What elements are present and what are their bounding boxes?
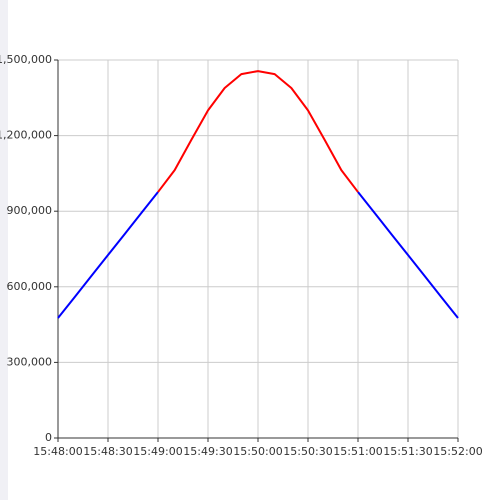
y-tick-label: 900,000 [7,204,53,217]
y-tick-label: 0 [45,431,52,444]
y-tick-label: 1,200,000 [0,129,52,142]
y-tick-label: 1,500,000 [0,53,52,66]
line-series [157,70,359,193]
side-strip [0,0,8,500]
x-tick-label: 15:52:00 [433,445,482,458]
x-tick-label: 15:51:00 [333,445,382,458]
y-tick-label: 300,000 [7,355,53,368]
line-series [57,191,459,319]
x-tick-label: 15:48:00 [33,445,82,458]
x-tick-label: 15:50:30 [283,445,332,458]
x-tick-label: 15:48:30 [83,445,132,458]
y-tick-label: 600,000 [7,280,53,293]
x-tick-label: 15:51:30 [383,445,432,458]
x-tick-label: 15:49:30 [183,445,232,458]
x-tick-label: 15:49:00 [133,445,182,458]
x-tick-label: 15:50:00 [233,445,282,458]
